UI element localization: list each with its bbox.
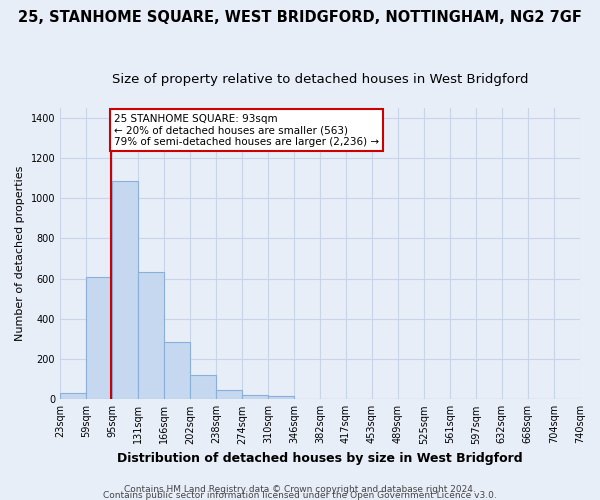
Bar bbox=[268, 396, 294, 400]
Bar bbox=[242, 396, 268, 400]
X-axis label: Distribution of detached houses by size in West Bridgford: Distribution of detached houses by size … bbox=[117, 452, 523, 465]
Y-axis label: Number of detached properties: Number of detached properties bbox=[15, 166, 25, 341]
Bar bbox=[190, 375, 216, 400]
Bar bbox=[216, 390, 242, 400]
Bar bbox=[86, 276, 112, 400]
Bar bbox=[112, 181, 139, 400]
Bar bbox=[164, 342, 190, 400]
Text: 25 STANHOME SQUARE: 93sqm
← 20% of detached houses are smaller (563)
79% of semi: 25 STANHOME SQUARE: 93sqm ← 20% of detac… bbox=[114, 114, 379, 146]
Text: Contains public sector information licensed under the Open Government Licence v3: Contains public sector information licen… bbox=[103, 490, 497, 500]
Title: Size of property relative to detached houses in West Bridgford: Size of property relative to detached ho… bbox=[112, 72, 528, 86]
Bar bbox=[139, 272, 164, 400]
Text: 25, STANHOME SQUARE, WEST BRIDGFORD, NOTTINGHAM, NG2 7GF: 25, STANHOME SQUARE, WEST BRIDGFORD, NOT… bbox=[18, 10, 582, 25]
Bar bbox=[60, 394, 86, 400]
Text: Contains HM Land Registry data © Crown copyright and database right 2024.: Contains HM Land Registry data © Crown c… bbox=[124, 485, 476, 494]
